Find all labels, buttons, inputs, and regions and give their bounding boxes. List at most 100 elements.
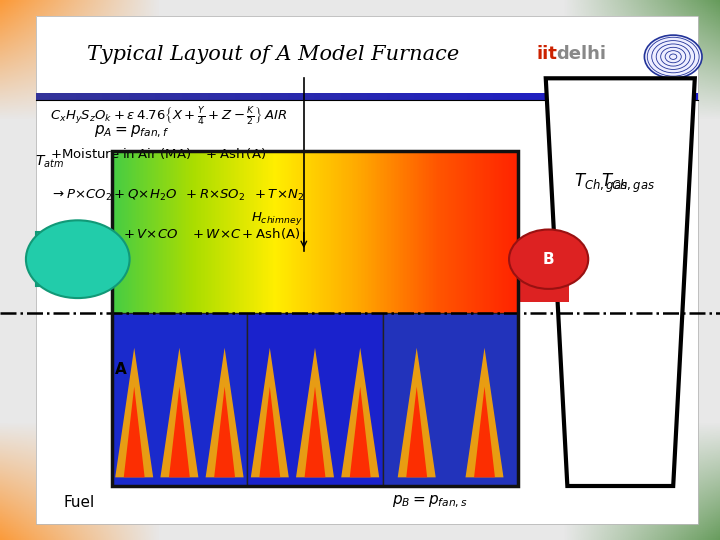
Bar (572, 93, 579, 100)
Bar (480, 93, 487, 100)
Bar (422, 151, 423, 313)
Bar (380, 93, 387, 100)
Bar (334, 151, 336, 313)
Bar (350, 151, 351, 313)
Bar (446, 151, 448, 313)
Polygon shape (124, 387, 145, 477)
Bar (142, 93, 148, 100)
Bar (440, 151, 441, 313)
Polygon shape (115, 348, 153, 477)
Bar (387, 93, 394, 100)
Bar (220, 151, 222, 313)
Bar (236, 151, 238, 313)
Text: $H_{chimney}$: $H_{chimney}$ (251, 210, 303, 227)
Bar (115, 93, 122, 100)
Bar (228, 93, 235, 100)
Bar (207, 151, 208, 313)
Bar (171, 151, 173, 313)
Bar (463, 151, 464, 313)
Bar (376, 151, 377, 313)
Bar (217, 151, 219, 313)
Bar (291, 151, 292, 313)
Bar (338, 151, 339, 313)
Bar (349, 151, 350, 313)
Bar (114, 151, 116, 313)
Circle shape (644, 35, 702, 78)
Bar (250, 151, 251, 313)
Bar (201, 151, 202, 313)
Text: $\rightarrow P{\times}CO_2 + Q{\times}H_2O\;\; + R{\times}SO_2\;\; + T{\times}N_: $\rightarrow P{\times}CO_2 + Q{\times}H_… (50, 188, 305, 203)
Bar (261, 151, 262, 313)
Bar (150, 151, 151, 313)
Bar (195, 93, 202, 100)
Bar (444, 151, 445, 313)
Bar (351, 151, 353, 313)
Bar (406, 151, 408, 313)
Bar (457, 151, 459, 313)
Bar (418, 151, 420, 313)
Bar (506, 151, 508, 313)
Bar (394, 93, 400, 100)
Bar (514, 151, 516, 313)
Bar (215, 151, 216, 313)
Bar (186, 151, 187, 313)
Bar (433, 93, 440, 100)
Bar (377, 151, 379, 313)
Circle shape (509, 230, 588, 289)
Bar (314, 93, 321, 100)
Bar (251, 151, 253, 313)
Bar (173, 151, 174, 313)
Bar (356, 151, 357, 313)
Bar (407, 93, 413, 100)
Bar (387, 151, 388, 313)
Bar (282, 151, 284, 313)
Bar (222, 151, 224, 313)
Bar (546, 93, 553, 100)
Bar (230, 151, 231, 313)
Bar (487, 151, 489, 313)
Bar (36, 93, 42, 100)
Bar (391, 151, 392, 313)
Bar (502, 151, 503, 313)
Bar (296, 151, 297, 313)
Bar (415, 151, 417, 313)
Bar (158, 151, 159, 313)
Bar (174, 151, 176, 313)
Bar (460, 151, 462, 313)
Bar (132, 151, 133, 313)
Bar (517, 151, 518, 313)
Bar (312, 151, 314, 313)
Bar (374, 151, 376, 313)
Bar (368, 151, 369, 313)
Bar (362, 151, 364, 313)
Bar (194, 151, 196, 313)
Bar (274, 151, 276, 313)
Bar (257, 151, 258, 313)
Bar (438, 151, 440, 313)
Bar (181, 151, 182, 313)
Bar (487, 93, 493, 100)
Bar (136, 151, 138, 313)
Bar (222, 93, 228, 100)
Bar (526, 93, 533, 100)
Bar (117, 151, 118, 313)
Bar (400, 151, 402, 313)
Bar (357, 151, 359, 313)
Bar (466, 151, 467, 313)
Bar (369, 151, 371, 313)
Bar (645, 93, 652, 100)
Bar (190, 151, 192, 313)
Bar (347, 93, 354, 100)
Bar (192, 151, 193, 313)
Bar (361, 93, 367, 100)
Bar (287, 151, 288, 313)
Bar (155, 151, 156, 313)
Bar (330, 151, 331, 313)
Bar (359, 151, 360, 313)
Bar (269, 151, 270, 313)
Bar (284, 151, 285, 313)
Bar (685, 93, 692, 100)
Bar (138, 151, 139, 313)
Bar (82, 93, 89, 100)
Bar (365, 151, 366, 313)
